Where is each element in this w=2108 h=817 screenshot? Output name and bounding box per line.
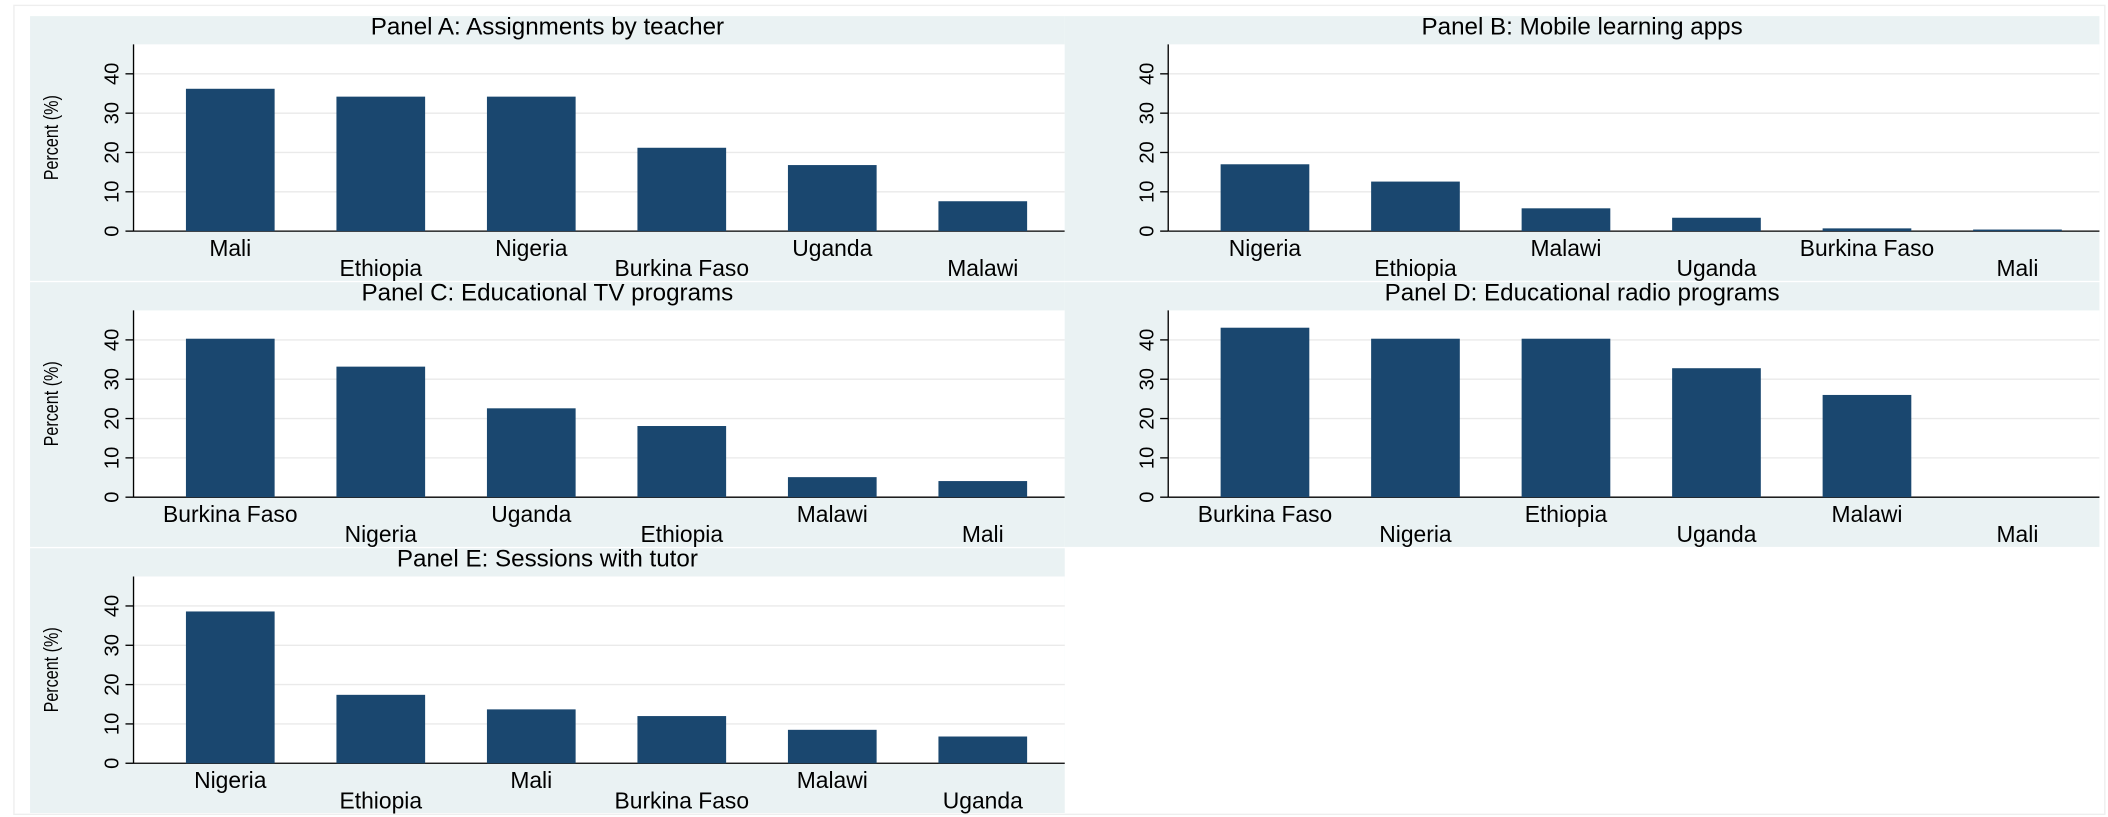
bar	[486, 709, 576, 764]
x-tick-label: Ethiopia	[340, 787, 423, 813]
plot-bg	[133, 310, 1065, 498]
y-tick-label: 20	[102, 673, 124, 695]
y-tick-label: 0	[102, 758, 124, 769]
y-tick-label: 40	[102, 329, 124, 351]
bar	[938, 201, 1028, 232]
x-tick-label: Nigeria	[194, 767, 267, 793]
panel-title: Panel E: Sessions with tutor	[397, 546, 698, 573]
bar	[1672, 368, 1761, 498]
bar	[1371, 181, 1460, 232]
x-tick-label: Mali	[1997, 521, 2039, 547]
bar	[486, 408, 576, 498]
bar	[1973, 229, 2062, 232]
bar	[1672, 217, 1761, 232]
panel-title: Panel C: Educational TV programs	[362, 280, 734, 307]
x-tick-label: Burkina Faso	[163, 501, 298, 527]
frame	[13, 4, 2106, 815]
x-tick-label: Uganda	[1676, 521, 1756, 547]
x-tick-label: Malawi	[947, 255, 1018, 281]
bar	[336, 366, 426, 498]
x-tick-label: Uganda	[792, 235, 872, 261]
y-tick-label: 10	[102, 447, 124, 469]
x-tick-label: Nigeria	[345, 521, 418, 547]
plot-bg	[133, 576, 1065, 764]
bar	[1220, 164, 1310, 232]
bar	[185, 611, 275, 764]
x-tick-label: Burkina Faso	[1800, 235, 1935, 261]
y-tick-label: 10	[1136, 447, 1158, 469]
bar	[1371, 338, 1460, 498]
y-tick-label: 40	[1136, 329, 1158, 351]
x-tick-label: Nigeria	[495, 235, 568, 261]
bar	[637, 716, 727, 764]
x-tick-label: Ethiopia	[1374, 255, 1457, 281]
x-tick-label: Malawi	[1831, 501, 1902, 527]
bar	[1822, 394, 1912, 498]
x-tick-label: Burkina Faso	[615, 255, 750, 281]
plot-bg	[133, 44, 1065, 232]
y-axis-label: Percent (%)	[39, 627, 62, 712]
x-tick-label: Ethiopia	[1525, 501, 1608, 527]
plot-bg	[1168, 310, 2100, 498]
x-tick-label: Uganda	[1676, 255, 1756, 281]
x-tick-label: Burkina Faso	[615, 787, 750, 813]
x-tick-label: Mali	[1997, 255, 2039, 281]
x-tick-label: Ethiopia	[340, 255, 423, 281]
y-tick-label: 20	[102, 407, 124, 429]
x-tick-label: Nigeria	[1229, 235, 1302, 261]
bar	[185, 88, 275, 232]
bar	[787, 729, 877, 764]
y-axis-label: Percent (%)	[39, 361, 62, 446]
y-tick-label: 0	[102, 492, 124, 503]
y-tick-label: 40	[1136, 63, 1158, 85]
x-tick-label: Malawi	[797, 501, 868, 527]
x-tick-label: Mali	[510, 767, 552, 793]
y-tick-label: 10	[102, 181, 124, 203]
y-tick-label: 30	[102, 102, 124, 124]
y-tick-label: 30	[1136, 368, 1158, 390]
bar	[336, 96, 426, 232]
bar	[1521, 338, 1611, 498]
x-tick-label: Mali	[962, 521, 1004, 547]
x-tick-label: Burkina Faso	[1198, 501, 1333, 527]
y-tick-label: 10	[102, 713, 124, 735]
bar	[787, 165, 877, 232]
plot-bg	[1168, 44, 2100, 232]
bar	[336, 694, 426, 764]
y-tick-label: 30	[102, 368, 124, 390]
y-tick-label: 20	[1136, 407, 1158, 429]
bar	[1822, 228, 1912, 232]
y-tick-label: 0	[1136, 226, 1158, 237]
y-tick-label: 30	[1136, 102, 1158, 124]
y-tick-label: 20	[102, 141, 124, 163]
y-tick-label: 0	[102, 226, 124, 237]
bar	[637, 147, 727, 232]
x-tick-label: Uganda	[491, 501, 571, 527]
bar	[486, 96, 576, 232]
x-tick-label: Nigeria	[1379, 521, 1452, 547]
y-axis-label: Percent (%)	[39, 95, 62, 180]
panel-title: Panel D: Educational radio programs	[1385, 280, 1780, 307]
x-tick-label: Mali	[209, 235, 251, 261]
bar	[637, 426, 727, 498]
y-tick-label: 30	[102, 634, 124, 656]
bar	[185, 338, 275, 498]
x-tick-label: Ethiopia	[641, 521, 724, 547]
x-tick-label: Uganda	[943, 787, 1023, 813]
bar	[1220, 327, 1310, 498]
bar	[787, 477, 877, 498]
x-tick-label: Malawi	[1530, 235, 1601, 261]
x-tick-label: Malawi	[797, 767, 868, 793]
y-tick-label: 10	[1136, 181, 1158, 203]
y-tick-label: 20	[1136, 141, 1158, 163]
bar	[938, 481, 1028, 498]
panel-title: Panel A: Assignments by teacher	[371, 14, 724, 41]
bar	[938, 736, 1028, 764]
panel-title: Panel B: Mobile learning apps	[1422, 14, 1743, 41]
y-tick-label: 40	[102, 595, 124, 617]
bar	[1521, 208, 1611, 232]
y-tick-label: 0	[1136, 492, 1158, 503]
y-tick-label: 40	[102, 63, 124, 85]
